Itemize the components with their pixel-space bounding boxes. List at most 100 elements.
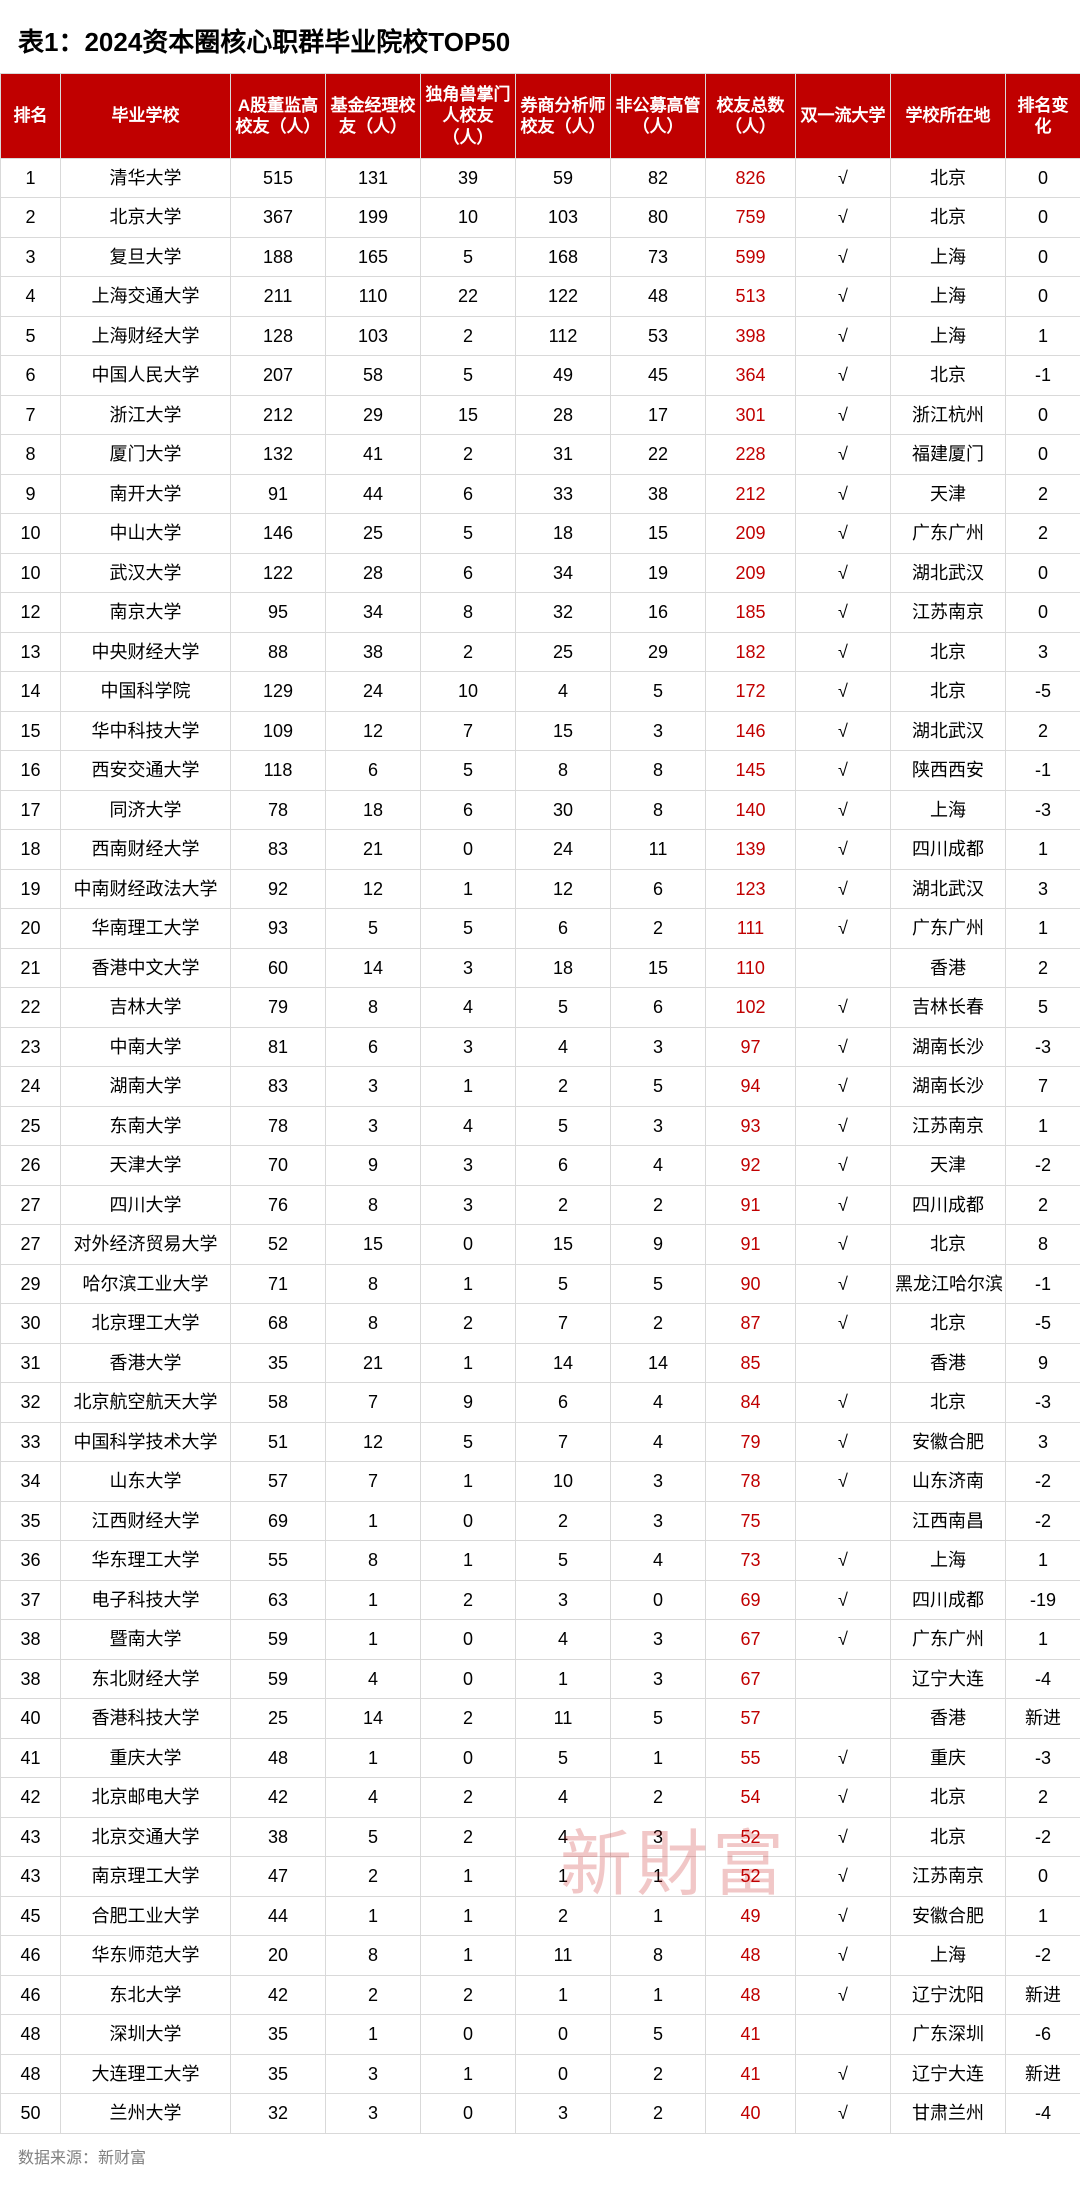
cell: 20	[231, 1936, 326, 1976]
cell: 暨南大学	[61, 1620, 231, 1660]
cell: 122	[516, 277, 611, 317]
cell: 15	[1, 711, 61, 751]
cell: 12	[1, 593, 61, 633]
cell: 北京	[891, 632, 1006, 672]
table-row: 23中南大学81634397√湖南长沙-3	[1, 1027, 1080, 1067]
table-row: 4上海交通大学2111102212248513√上海0	[1, 277, 1080, 317]
cell: 165	[326, 237, 421, 277]
cell: 146	[706, 711, 796, 751]
cell: 新进	[1006, 1975, 1080, 2015]
cell: -1	[1006, 356, 1080, 396]
cell: 128	[231, 316, 326, 356]
cell: 140	[706, 790, 796, 830]
cell: 39	[421, 158, 516, 198]
cell: √	[796, 672, 891, 712]
cell: 55	[706, 1738, 796, 1778]
cell: 0	[421, 1738, 516, 1778]
cell: 16	[1, 751, 61, 791]
cell: 7	[1006, 1067, 1080, 1107]
cell: 53	[611, 316, 706, 356]
cell: 3	[1, 237, 61, 277]
cell: 826	[706, 158, 796, 198]
cell: 9	[1006, 1343, 1080, 1383]
cell: √	[796, 198, 891, 238]
cell: 78	[706, 1462, 796, 1502]
cell: 33	[1, 1422, 61, 1462]
cell: 0	[1006, 277, 1080, 317]
cell: 10	[421, 198, 516, 238]
cell: 30	[516, 790, 611, 830]
cell: 42	[231, 1975, 326, 2015]
cell: 38	[611, 474, 706, 514]
cell: 3	[516, 1580, 611, 1620]
cell: 228	[706, 435, 796, 475]
cell: 3	[611, 1817, 706, 1857]
cell: 73	[611, 237, 706, 277]
cell: 122	[231, 553, 326, 593]
cell: 甘肃兰州	[891, 2094, 1006, 2134]
table-row: 37电子科技大学63123069√四川成都-19	[1, 1580, 1080, 1620]
cell	[796, 2015, 891, 2055]
cell: 东北财经大学	[61, 1659, 231, 1699]
cell: 辽宁大连	[891, 2054, 1006, 2094]
table-row: 46华东师范大学208111848√上海-2	[1, 1936, 1080, 1976]
cell: 1	[1006, 316, 1080, 356]
cell: 46	[1, 1936, 61, 1976]
cell: 中国人民大学	[61, 356, 231, 396]
cell: 2	[516, 1185, 611, 1225]
cell: 2	[421, 1580, 516, 1620]
table-row: 50兰州大学32303240√甘肃兰州-4	[1, 2094, 1080, 2134]
cell: 1	[421, 1936, 516, 1976]
cell: 广东广州	[891, 514, 1006, 554]
cell: 电子科技大学	[61, 1580, 231, 1620]
table-row: 25东南大学78345393√江苏南京1	[1, 1106, 1080, 1146]
cell: 5	[1, 316, 61, 356]
cell: 5	[421, 514, 516, 554]
cell: 西安交通大学	[61, 751, 231, 791]
cell: 59	[231, 1620, 326, 1660]
cell: 93	[231, 909, 326, 949]
page-title: 表1：2024资本圈核心职群毕业院校TOP50	[0, 0, 1080, 73]
cell: 10	[1, 514, 61, 554]
cell: 3	[1006, 869, 1080, 909]
cell: 6	[421, 553, 516, 593]
table-row: 32北京航空航天大学58796484√北京-3	[1, 1383, 1080, 1423]
col-header-9: 学校所在地	[891, 74, 1006, 159]
cell: 67	[706, 1659, 796, 1699]
cell: 北京邮电大学	[61, 1778, 231, 1818]
cell: 天津大学	[61, 1146, 231, 1186]
cell: 6	[516, 1383, 611, 1423]
cell: 清华大学	[61, 158, 231, 198]
cell: 85	[706, 1343, 796, 1383]
cell: 41	[1, 1738, 61, 1778]
table-row: 7浙江大学21229152817301√浙江杭州0	[1, 395, 1080, 435]
cell: 69	[706, 1580, 796, 1620]
table-container: 表1：2024资本圈核心职群毕业院校TOP50 排名毕业学校A股董监高校友（人）…	[0, 0, 1080, 2194]
table-row: 19中南财经政法大学92121126123√湖北武汉3	[1, 869, 1080, 909]
cell: 29	[611, 632, 706, 672]
cell: 5	[421, 909, 516, 949]
cell: 北京	[891, 1817, 1006, 1857]
cell: 209	[706, 553, 796, 593]
cell: 北京	[891, 1383, 1006, 1423]
cell: 湖南长沙	[891, 1067, 1006, 1107]
cell: 199	[326, 198, 421, 238]
cell: 武汉大学	[61, 553, 231, 593]
cell: 57	[706, 1699, 796, 1739]
cell: 182	[706, 632, 796, 672]
cell: 15	[611, 514, 706, 554]
cell: 91	[231, 474, 326, 514]
cell: 11	[516, 1699, 611, 1739]
cell: √	[796, 1620, 891, 1660]
cell: √	[796, 869, 891, 909]
cell: 1	[1006, 1106, 1080, 1146]
cell: 35	[231, 2015, 326, 2055]
cell: 21	[326, 1343, 421, 1383]
table-row: 1清华大学515131395982826√北京0	[1, 158, 1080, 198]
cell: 湖南长沙	[891, 1027, 1006, 1067]
cell: 0	[1006, 158, 1080, 198]
col-header-10: 排名变化	[1006, 74, 1080, 159]
cell: 2	[1006, 711, 1080, 751]
cell: 8	[326, 1185, 421, 1225]
cell: 12	[326, 1422, 421, 1462]
